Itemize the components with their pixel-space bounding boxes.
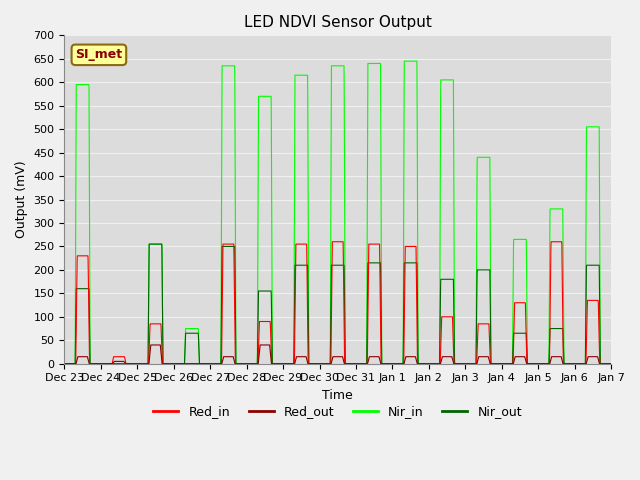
Line: Nir_in: Nir_in: [65, 61, 611, 364]
Red_out: [294, 354, 301, 360]
Nir_in: [538, 361, 545, 367]
Red_in: [596, 361, 604, 367]
X-axis label: Time: Time: [323, 389, 353, 402]
Line: Red_in: Red_in: [65, 242, 611, 364]
Nir_out: [596, 361, 604, 367]
Red_in: [61, 361, 68, 367]
Nir_out: [61, 361, 68, 367]
Text: SI_met: SI_met: [76, 48, 122, 61]
Red_out: [596, 361, 604, 367]
Y-axis label: Output (mV): Output (mV): [15, 161, 28, 239]
Red_out: [147, 342, 155, 348]
Red_in: [607, 361, 615, 367]
Nir_out: [607, 361, 615, 367]
Nir_in: [596, 361, 604, 367]
Nir_out: [145, 241, 153, 247]
Nir_out: [156, 241, 163, 247]
Red_out: [156, 342, 163, 348]
Nir_out: [123, 361, 131, 367]
Line: Red_out: Red_out: [65, 345, 611, 364]
Nir_in: [270, 361, 278, 367]
Nir_in: [61, 361, 68, 367]
Red_out: [607, 361, 615, 367]
Red_in: [156, 321, 163, 327]
Nir_out: [294, 263, 301, 268]
Red_in: [270, 361, 278, 367]
Title: LED NDVI Sensor Output: LED NDVI Sensor Output: [244, 15, 431, 30]
Line: Nir_out: Nir_out: [65, 244, 611, 364]
Nir_in: [294, 72, 301, 78]
Nir_out: [270, 361, 278, 367]
Red_out: [123, 361, 131, 367]
Red_out: [538, 361, 545, 367]
Red_out: [270, 361, 278, 367]
Legend: Red_in, Red_out, Nir_in, Nir_out: Red_in, Red_out, Nir_in, Nir_out: [148, 400, 527, 423]
Nir_in: [401, 58, 408, 64]
Red_in: [123, 361, 131, 367]
Red_out: [61, 361, 68, 367]
Red_in: [294, 241, 301, 247]
Red_in: [538, 361, 545, 367]
Red_in: [328, 239, 336, 245]
Nir_in: [607, 361, 615, 367]
Nir_out: [538, 361, 545, 367]
Nir_in: [156, 241, 163, 247]
Nir_in: [123, 361, 131, 367]
